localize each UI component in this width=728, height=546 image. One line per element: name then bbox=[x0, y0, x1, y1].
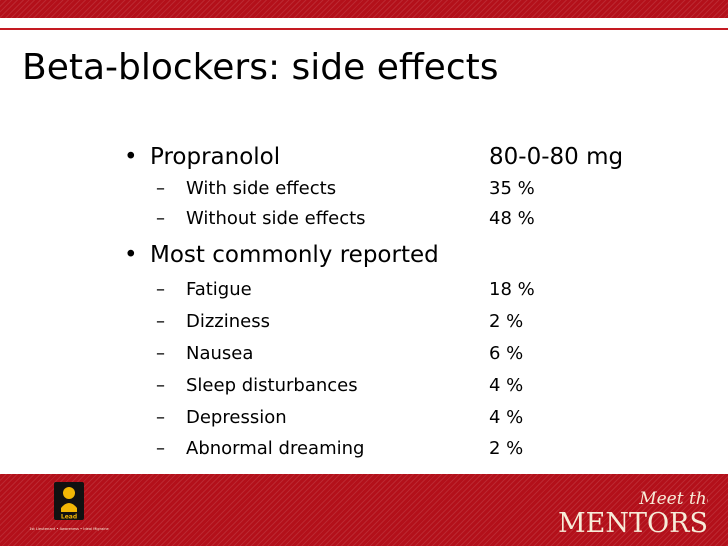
item-label: Abnormal dreaming bbox=[186, 438, 365, 459]
item-label: Sleep disturbances bbox=[186, 375, 358, 396]
item-value: 6 % bbox=[489, 343, 524, 364]
item-label: Nausea bbox=[186, 343, 254, 364]
dash-marker: – bbox=[156, 208, 165, 229]
mentors-logo-line1: Meet the bbox=[638, 489, 708, 509]
item-label: Fatigue bbox=[186, 279, 252, 300]
item-label: With side effects bbox=[186, 178, 337, 199]
lead-logo: Lead 1st Lieutenant • Awareness • Ideal … bbox=[29, 482, 110, 531]
dash-marker: – bbox=[156, 279, 165, 300]
item-label: Propranolol bbox=[150, 144, 281, 170]
top-divider-line bbox=[0, 28, 728, 30]
item-label: Depression bbox=[186, 407, 287, 428]
bullet-marker: • bbox=[124, 144, 138, 170]
item-value: 4 % bbox=[489, 407, 524, 428]
item-value: 35 % bbox=[489, 178, 535, 199]
dash-marker: – bbox=[156, 407, 165, 428]
item-value: 48 % bbox=[489, 208, 535, 229]
mentors-logo-line2: MENTORS bbox=[558, 508, 708, 539]
dash-marker: – bbox=[156, 178, 165, 199]
dash-marker: – bbox=[156, 438, 165, 459]
item-value: 2 % bbox=[489, 438, 524, 459]
slide-title: Beta-blockers: side effects bbox=[22, 47, 499, 88]
item-value: 80-0-80 mg bbox=[489, 144, 624, 170]
dash-marker: – bbox=[156, 375, 165, 396]
top-decorative-band bbox=[0, 0, 728, 18]
dash-marker: – bbox=[156, 311, 165, 332]
item-label: Dizziness bbox=[186, 311, 270, 332]
bottom-decorative-band bbox=[0, 474, 728, 546]
item-value: 18 % bbox=[489, 279, 535, 300]
lead-logo-caption: 1st Lieutenant • Awareness • Ideal Migra… bbox=[29, 527, 109, 531]
item-label: Without side effects bbox=[186, 208, 366, 229]
dash-marker: – bbox=[156, 343, 165, 364]
item-value: 2 % bbox=[489, 311, 524, 332]
item-label: Most commonly reported bbox=[150, 242, 439, 268]
meet-the-mentors-logo: Meet the MENTORS bbox=[558, 489, 708, 539]
bullet-marker: • bbox=[124, 242, 138, 268]
lead-logo-text: Lead bbox=[61, 514, 77, 521]
item-value: 4 % bbox=[489, 375, 524, 396]
